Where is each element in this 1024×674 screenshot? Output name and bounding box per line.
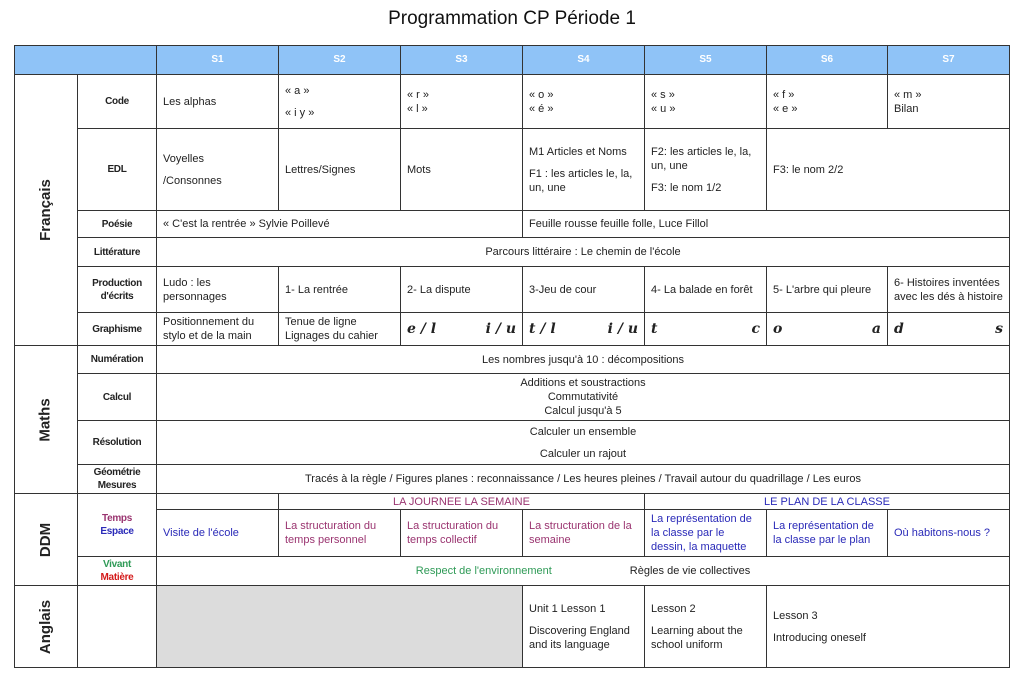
cell: Mots <box>400 128 523 211</box>
cell: Respect de l'environnement Règles de vie … <box>156 556 1010 586</box>
cell: La structuration du temps collectif <box>400 509 523 557</box>
cell: « C'est la rentrée » Sylvie Poillevé <box>156 210 523 238</box>
cell: Tracés à la règle / Figures planes : rec… <box>156 464 1010 494</box>
row-label: Temps Espace <box>77 493 157 557</box>
cell: « s » « u » <box>644 74 767 129</box>
cell: 6- Histoires inventées avec les dés à hi… <box>887 266 1010 313</box>
row-label: Calcul <box>77 373 157 421</box>
row-label: Vivant Matière <box>77 556 157 586</box>
cell: Les nombres jusqu'à 10 : décompositions <box>156 345 1010 374</box>
cell: Additions et soustractions Commutativité C… <box>156 373 1010 421</box>
cell: 3-Jeu de cour <box>522 266 645 313</box>
row-label: Code <box>77 74 157 129</box>
cell: Calculer un ensemble Calculer un rajout <box>156 420 1010 465</box>
row-production: Production d'écrits Ludo : les personnag… <box>15 266 1010 313</box>
row-label: EDL <box>77 128 157 211</box>
subject-francais: Français <box>14 74 78 346</box>
cell: M1 Articles et Noms F1 : les articles le,… <box>522 128 645 211</box>
row-label: Poésie <box>77 210 157 238</box>
cell: F2: les articles le, la, un, une F3: le n… <box>644 128 767 211</box>
cell: « f » « e » <box>766 74 888 129</box>
week-header: S4 <box>522 45 645 75</box>
week-header: S7 <box>887 45 1010 75</box>
row-label: Graphisme <box>77 312 157 346</box>
band-label: LA JOURNEE LA SEMAINE <box>278 493 645 510</box>
cell: Où habitons-nous ? <box>887 509 1010 557</box>
row-label: Littérature <box>77 237 157 267</box>
cell: 1- La rentrée <box>278 266 401 313</box>
row-litterature: Littérature Parcours littéraire : Le che… <box>15 237 1010 267</box>
row-label: Production d'écrits <box>77 266 157 313</box>
subject-maths: Maths <box>14 345 78 494</box>
cell: Visite de l'école <box>156 509 279 557</box>
week-header: S2 <box>278 45 401 75</box>
cell: Positionnement du stylo et de la main <box>156 312 279 346</box>
row-temps-espace: Visite de l'école La structuration du te… <box>15 509 1010 557</box>
header-row: S1 S2 S3 S4 S5 S6 S7 <box>14 45 1010 75</box>
row-code: Français Code Les alphas « a » « i y » « … <box>14 74 1010 346</box>
cell: La structuration de la semaine <box>522 509 645 557</box>
cell: La représentation de la classe par le pl… <box>766 509 888 557</box>
cell: Tenue de ligne Lignages du cahier <box>278 312 401 346</box>
subject-anglais: Anglais <box>14 585 78 668</box>
row-ddm-bands: DDM Temps Espace LA JOURNEE LA SEMAINE LE… <box>14 493 1010 586</box>
row-resolution: Résolution Calculer un ensemble Calculer … <box>15 420 1010 465</box>
cell: Ludo : les personnages <box>156 266 279 313</box>
row-label: Résolution <box>77 420 157 465</box>
week-header: S6 <box>766 45 888 75</box>
programmation-table: S1 S2 S3 S4 S5 S6 S7 Français Code Les a… <box>14 45 1010 668</box>
cell: « a » « i y » <box>278 74 401 129</box>
cell: 4- La balade en forêt <box>644 266 767 313</box>
cell: La structuration du temps personnel <box>278 509 401 557</box>
row-vivant-matiere: Vivant Matière Respect de l'environnement… <box>15 556 1010 586</box>
row-label: Numération <box>77 345 157 374</box>
cell: Lettres/Signes <box>278 128 401 211</box>
cell: Voyelles/Consonnes <box>156 128 279 211</box>
empty-cell <box>156 585 523 668</box>
week-header: S1 <box>156 45 279 75</box>
cell: Feuille rousse feuille folle, Luce Fillo… <box>522 210 1010 238</box>
cell: F3: le nom 2/2 <box>766 128 1010 211</box>
cell <box>156 493 279 510</box>
header-corner <box>14 45 157 75</box>
cell: « m » Bilan <box>887 74 1010 129</box>
week-header: S5 <box>644 45 767 75</box>
band-label: LE PLAN DE LA CLASSE <box>644 493 1010 510</box>
cell: Lesson 3 Introducing oneself <box>766 585 1010 668</box>
row-geometrie: Géométrie Mesures Tracés à la règle / Fig… <box>15 464 1010 494</box>
row-calcul: Calcul Additions et soustractions Commuta… <box>15 373 1010 421</box>
week-header: S3 <box>400 45 523 75</box>
cell: 5- L'arbre qui pleure <box>766 266 888 313</box>
row-label: Géométrie Mesures <box>77 464 157 494</box>
row-poesie: Poésie « C'est la rentrée » Sylvie Poill… <box>15 210 1010 238</box>
cell: « o » « é » <box>522 74 645 129</box>
subject-ddm: DDM <box>14 493 78 586</box>
page-title: Programmation CP Période 1 <box>388 8 636 29</box>
cell: « r » « l » <box>400 74 523 129</box>
cell: Parcours littéraire : Le chemin de l'éco… <box>156 237 1010 267</box>
cell: 2- La dispute <box>400 266 523 313</box>
row-numeration: Maths Numération Les nombres jusqu'à 10 … <box>14 345 1010 494</box>
row-edl: EDL Voyelles/Consonnes Lettres/Signes Mo… <box>15 128 1010 211</box>
row-label <box>77 585 157 668</box>
row-graphisme: Graphisme Positionnement du stylo et de … <box>15 312 1010 346</box>
row-anglais: Anglais Unit 1 Lesson 1 Discovering Engla… <box>14 585 1010 668</box>
cell: La représentation de la classe par le de… <box>644 509 767 557</box>
cell: Lesson 2 Learning about the school unifor… <box>644 585 767 668</box>
cell: Les alphas <box>156 74 279 129</box>
cell: Unit 1 Lesson 1 Discovering England and i… <box>522 585 645 668</box>
